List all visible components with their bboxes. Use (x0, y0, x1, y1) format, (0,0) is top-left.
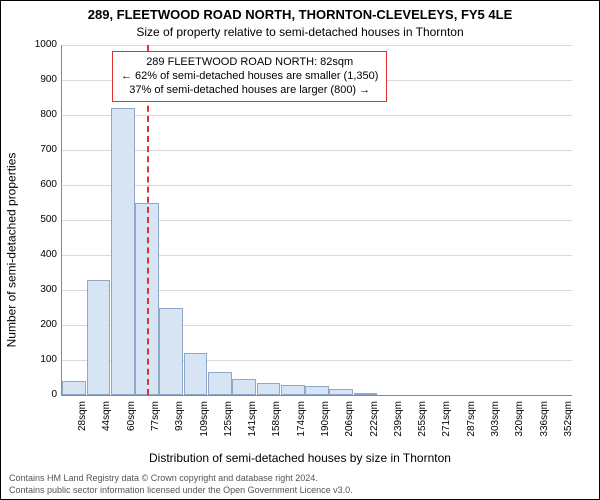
info-line-3: 37% of semi-detached houses are larger (… (121, 84, 378, 98)
x-tick-label: 125sqm (223, 401, 234, 445)
info-line-1: 289 FLEETWOOD ROAD NORTH: 82sqm (121, 56, 378, 70)
footer-line-2: Contains public sector information licen… (9, 485, 353, 495)
x-tick-label: 158sqm (271, 401, 282, 445)
x-tick-label: 255sqm (417, 401, 428, 445)
gridline (62, 45, 572, 46)
histogram-bar (305, 386, 329, 395)
x-tick-label: 222sqm (369, 401, 380, 445)
x-tick-label: 336sqm (539, 401, 550, 445)
y-tick-label: 400 (29, 249, 57, 260)
histogram-bar (62, 381, 86, 395)
y-tick-label: 600 (29, 179, 57, 190)
histogram-bar (257, 383, 281, 395)
x-tick-label: 352sqm (563, 401, 574, 445)
histogram-bar (354, 393, 378, 395)
y-tick-label: 800 (29, 109, 57, 120)
x-axis-label: Distribution of semi-detached houses by … (1, 451, 599, 465)
histogram-bar (159, 308, 183, 396)
y-axis-label-text: Number of semi-detached properties (4, 153, 18, 348)
plot-area: 289 FLEETWOOD ROAD NORTH: 82sqm← 62% of … (61, 45, 572, 396)
histogram-bar (329, 389, 353, 395)
histogram-bar (87, 280, 111, 396)
x-tick-label: 174sqm (296, 401, 307, 445)
property-info-box: 289 FLEETWOOD ROAD NORTH: 82sqm← 62% of … (112, 51, 387, 102)
x-tick-label: 109sqm (199, 401, 210, 445)
histogram-bar (232, 379, 256, 395)
y-tick-label: 300 (29, 284, 57, 295)
y-tick-label: 100 (29, 354, 57, 365)
y-tick-label: 700 (29, 144, 57, 155)
y-tick-label: 200 (29, 319, 57, 330)
y-tick-label: 500 (29, 214, 57, 225)
chart-title: 289, FLEETWOOD ROAD NORTH, THORNTON-CLEV… (1, 7, 599, 22)
y-tick-label: 1000 (29, 39, 57, 50)
x-tick-label: 271sqm (441, 401, 452, 445)
x-tick-label: 320sqm (514, 401, 525, 445)
x-tick-label: 28sqm (77, 401, 88, 445)
x-tick-label: 77sqm (150, 401, 161, 445)
chart-frame: 289, FLEETWOOD ROAD NORTH, THORNTON-CLEV… (0, 0, 600, 500)
histogram-bar (111, 108, 135, 395)
y-axis-label: Number of semi-detached properties (1, 1, 21, 499)
x-tick-label: 287sqm (466, 401, 477, 445)
gridline (62, 185, 572, 186)
histogram-bar (208, 372, 232, 395)
gridline (62, 115, 572, 116)
gridline (62, 150, 572, 151)
histogram-bar (184, 353, 208, 395)
y-tick-label: 0 (29, 389, 57, 400)
x-tick-label: 303sqm (490, 401, 501, 445)
x-tick-label: 239sqm (393, 401, 404, 445)
y-tick-label: 900 (29, 74, 57, 85)
histogram-bar (281, 385, 305, 396)
chart-subtitle: Size of property relative to semi-detach… (1, 25, 599, 39)
x-tick-label: 141sqm (247, 401, 258, 445)
info-line-2: ← 62% of semi-detached houses are smalle… (121, 70, 378, 84)
x-tick-label: 93sqm (174, 401, 185, 445)
footer-line-1: Contains HM Land Registry data © Crown c… (9, 473, 318, 483)
x-tick-label: 206sqm (344, 401, 355, 445)
x-tick-label: 44sqm (101, 401, 112, 445)
x-tick-label: 60sqm (126, 401, 137, 445)
x-tick-label: 190sqm (320, 401, 331, 445)
